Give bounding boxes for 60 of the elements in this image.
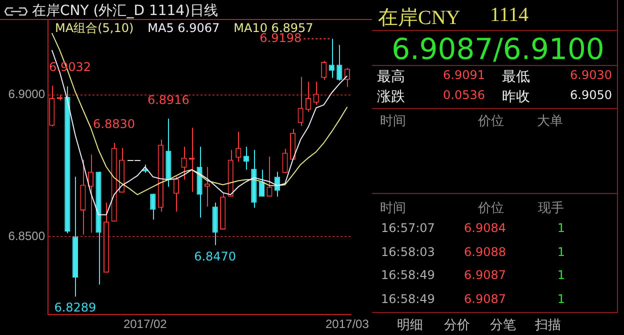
x-tick-label: 2017/02 — [123, 317, 168, 332]
x-tick-label: 2017/03 — [325, 317, 370, 332]
text: 1 — [557, 268, 565, 282]
text: 6.9087/6.9100 — [392, 32, 604, 66]
candlestick — [321, 60, 327, 80]
text: 昨收 — [502, 88, 530, 106]
text: 16:58:49 — [381, 268, 435, 282]
text: 1114 — [490, 4, 529, 27]
text: 时间 — [380, 200, 406, 217]
text: 在岸CNY — [378, 6, 460, 31]
candlestick — [150, 193, 156, 220]
candlestick — [328, 38, 334, 78]
text: 1 — [557, 221, 565, 235]
candlestick — [80, 159, 86, 236]
text: 现手 — [538, 200, 564, 217]
text: 扫描 — [535, 317, 561, 334]
text: 6.9091 — [443, 68, 485, 82]
text: 6.9088 — [464, 245, 506, 259]
text: 1 — [557, 245, 565, 259]
text: 明细 — [397, 317, 423, 334]
text: 6.9050 — [570, 88, 612, 102]
candlestick — [282, 148, 288, 174]
candlestick — [336, 44, 342, 82]
annotation: 6.8470 — [194, 249, 236, 264]
text: 16:58:03 — [381, 245, 435, 259]
y-tick-label: 6.9000 — [8, 87, 46, 102]
text: 最高 — [377, 68, 405, 86]
text: 0.0536 — [443, 88, 485, 102]
text: 16:58:49 — [381, 292, 435, 306]
legend-title: MA组合(5,10) — [55, 21, 134, 35]
text: 6.9084 — [464, 221, 506, 235]
text: 时间 — [380, 113, 406, 130]
candlestick — [236, 131, 242, 162]
annotation: 6.8289 — [54, 300, 96, 315]
text: 16:57:07 — [381, 221, 435, 235]
text: 6.9030 — [570, 68, 612, 82]
candlestick — [173, 176, 180, 212]
text: 分价 — [444, 317, 470, 334]
text: MA5 6.9067 — [148, 21, 220, 35]
candlestick — [306, 81, 312, 112]
text: 价位 — [478, 200, 504, 217]
text: 涨跌 — [377, 88, 405, 106]
text: 6.9087 — [464, 292, 506, 306]
text: 1 — [557, 292, 565, 306]
text: 分笔 — [490, 317, 516, 334]
text: 价位 — [478, 113, 504, 130]
candlestick — [266, 156, 272, 198]
chart-title: 在岸CNY (外汇_D 1114)日线 — [32, 2, 218, 20]
annotation: 6.8916 — [147, 92, 190, 107]
candlestick — [181, 146, 187, 180]
annotation: 6.8830 — [93, 117, 136, 132]
candlestick — [258, 169, 264, 198]
candlestick — [313, 81, 319, 106]
text: 大单 — [537, 113, 563, 130]
text: 6.9087 — [464, 268, 506, 282]
text: 最低 — [502, 68, 530, 86]
candlestick — [88, 154, 94, 234]
candlestick — [298, 76, 304, 127]
candlestick — [243, 146, 249, 170]
y-tick-label: 6.8500 — [8, 228, 46, 243]
